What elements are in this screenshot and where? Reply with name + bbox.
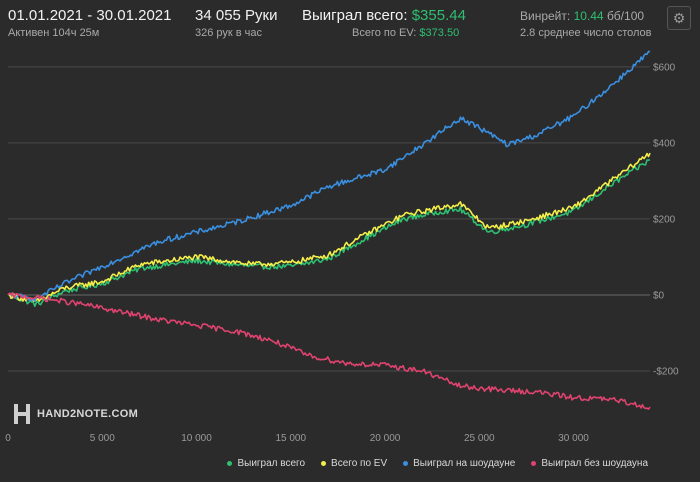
legend-item[interactable]: Выиграл всего — [227, 458, 305, 469]
y-tick-label: $400 — [653, 138, 676, 149]
y-axis-ticks: -$200 $0 $200 $400 $600 — [653, 62, 679, 377]
x-tick-label: 0 — [5, 433, 11, 444]
legend-item[interactable]: Всего по EV — [321, 458, 387, 469]
chart-legend: Выиграл всего Всего по EV Выиграл на шоуда… — [227, 458, 648, 469]
x-tick-label: 5 000 — [90, 433, 115, 444]
series-line — [7, 152, 651, 302]
x-tick-label: 30 000 — [558, 433, 589, 444]
winrate-value: 10.44 — [573, 9, 604, 23]
settings-gear-icon[interactable]: ⚙ — [667, 6, 691, 30]
x-tick-label: 15 000 — [275, 433, 306, 444]
grid-lines — [8, 66, 650, 372]
legend-label: Выиграл всего — [237, 458, 306, 469]
legend-item[interactable]: Выиграл без шоудауна — [531, 458, 648, 469]
hand2note-logo: HAND2NOTE.COM — [14, 404, 138, 424]
legend-label: Всего по EV — [331, 458, 388, 469]
x-tick-label: 20 000 — [370, 433, 401, 444]
hands-per-hour: 326 рук в час — [195, 27, 263, 39]
date-range[interactable]: 01.01.2021 - 30.01.2021 — [8, 7, 172, 24]
y-tick-label: $200 — [653, 214, 676, 225]
avg-tables: 2.8 среднее число столов — [520, 27, 652, 39]
series-line — [7, 159, 651, 307]
winrate-label: Винрейт: — [520, 9, 571, 23]
legend-dot-icon — [321, 461, 327, 466]
graph-chart: -$200 $0 $200 $400 $600 0 5 000 10 000 15 000 20… — [5, 50, 679, 444]
legend-dot-icon — [531, 461, 537, 466]
stats-header: 01.01.2021 - 30.01.2021 Активен 104ч 25м… — [0, 0, 700, 44]
winrate: Винрейт: 10.44 бб/100 — [520, 9, 644, 23]
x-tick-label: 10 000 — [181, 433, 212, 444]
legend-item[interactable]: Выиграл на шоудауне — [403, 458, 515, 469]
hand2note-logo-icon — [14, 404, 32, 424]
total-ev-value: $373.50 — [419, 27, 460, 39]
y-tick-label: $0 — [653, 290, 665, 301]
legend-label: Выиграл без шоудауна — [541, 458, 648, 469]
hand2note-logo-text: HAND2NOTE.COM — [37, 408, 139, 420]
legend-dot-icon — [227, 461, 233, 466]
total-won-value: $355.44 — [411, 7, 466, 24]
total-won-label: Выиграл всего: — [302, 7, 408, 24]
legend-dot-icon — [403, 461, 409, 466]
total-ev-label: Всего по EV: — [352, 27, 417, 39]
y-tick-label: -$200 — [653, 366, 679, 377]
hands-count: 34 055 Руки — [195, 7, 278, 24]
legend-label: Выиграл на шоудауне — [413, 458, 516, 469]
series-line — [7, 291, 651, 410]
total-won: Выиграл всего: $355.44 — [302, 7, 466, 24]
series-line — [7, 50, 651, 302]
series-lines — [7, 50, 651, 410]
total-ev: Всего по EV: $373.50 — [352, 27, 459, 39]
x-tick-label: 25 000 — [464, 433, 495, 444]
winrate-unit: бб/100 — [606, 9, 645, 23]
active-time: Активен 104ч 25м — [8, 27, 100, 39]
y-tick-label: $600 — [653, 62, 676, 73]
x-axis-ticks: 0 5 000 10 000 15 000 20 000 25 000 30 000 — [5, 433, 589, 444]
